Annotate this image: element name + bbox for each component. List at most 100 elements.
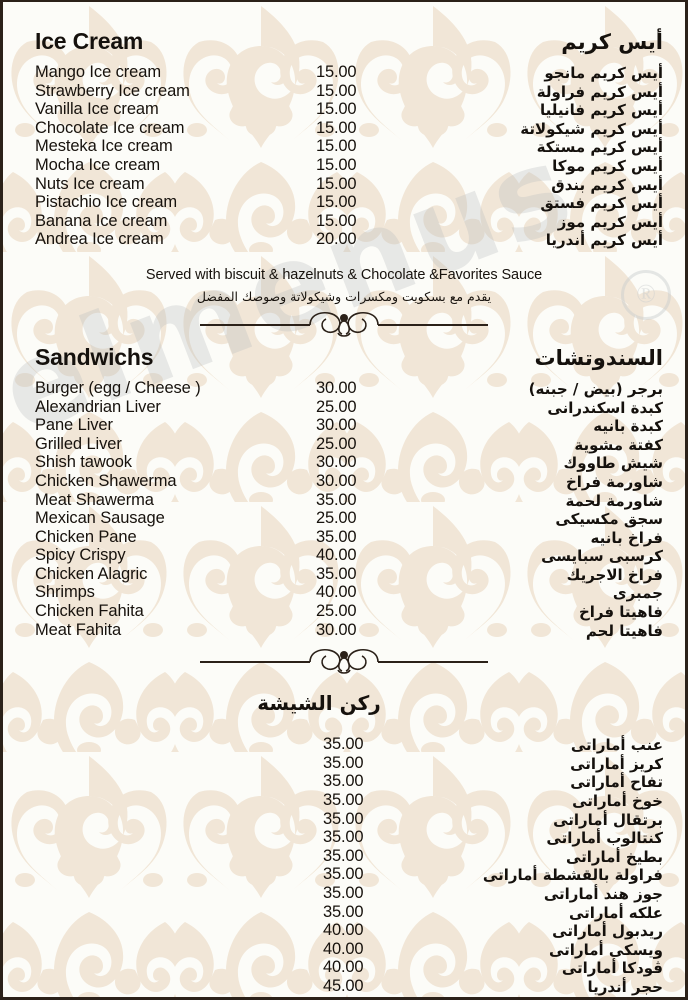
menu-item-row[interactable]: Chocolate Ice cream 15.00 أيس كريم شيكول… <box>3 118 685 139</box>
menu-item-row[interactable]: 35.00 كريز أماراتى <box>3 754 685 774</box>
item-list-shisha: 35.00 عنب أماراتى 35.00 كريز أماراتى 35.… <box>3 735 685 998</box>
item-name-en: Vanilla Ice cream <box>35 100 159 119</box>
item-name-en: Burger (egg / Cheese ) <box>35 378 201 397</box>
item-price: 30.00 <box>316 471 357 490</box>
item-name-ar: فاهيتا لحم <box>585 621 663 640</box>
item-name-en: Andrea Ice cream <box>35 230 164 249</box>
section-shisha: ركن الشيشة 35.00 عنب أماراتى 35.00 كريز … <box>3 675 685 998</box>
section-title-shisha-ar: ركن الشيشة <box>257 691 381 716</box>
menu-item-row[interactable]: 35.00 برتقال أماراتى <box>3 809 685 830</box>
item-name-ar: جمبرى <box>612 584 663 603</box>
item-price: 15.00 <box>316 211 357 230</box>
section-title-en: Sandwichs <box>35 343 154 370</box>
item-price: 15.00 <box>316 81 357 100</box>
menu-item-row[interactable]: Shrimps 40.00 جمبرى <box>3 583 685 603</box>
item-name-en: Nuts Ice cream <box>35 174 145 193</box>
menu-item-row[interactable]: Chicken Shawerma 30.00 شاورمة فراخ <box>3 471 685 492</box>
item-name-en: Chicken Pane <box>35 527 137 546</box>
menu-item-row[interactable]: Banana Ice cream 15.00 أيس كريم موز <box>3 211 685 232</box>
item-price: 20.00 <box>316 230 357 249</box>
item-price: 15.00 <box>316 118 357 137</box>
section-title-ar: السندوتشات <box>534 345 663 370</box>
menu-item-row[interactable]: 35.00 فراولة بالقشطة أماراتى <box>3 865 685 885</box>
item-price: 30.00 <box>316 378 357 397</box>
menu-item-row[interactable]: 40.00 ڤودكا أماراتى <box>3 958 685 978</box>
item-name-ar: كريز أماراتى <box>570 754 663 773</box>
item-price: 35.00 <box>323 828 364 847</box>
item-name-en: Strawberry Ice cream <box>35 81 190 100</box>
menu-item-row[interactable]: 35.00 كنتالوب أماراتى <box>3 828 685 848</box>
menu-item-row[interactable]: Meat Fahita 30.00 فاهيتا لحم <box>3 620 685 641</box>
menu-item-row[interactable]: 15.00 معسل قص (حجرين) <box>3 996 685 998</box>
item-name-ar: برتقال أماراتى <box>553 810 663 829</box>
menu-item-row[interactable]: 35.00 علكه أماراتى <box>3 903 685 923</box>
menu-item-row[interactable]: Strawberry Ice cream 15.00 أيس كريم فراو… <box>3 81 685 102</box>
menu-item-row[interactable]: Shish tawook 30.00 شيش طاووك <box>3 453 685 473</box>
menu-item-row[interactable]: Burger (egg / Cheese ) 30.00 برجر (بيض /… <box>3 378 685 399</box>
menu-item-row[interactable]: Mexican Sausage 25.00 سجق مكسيكى <box>3 509 685 529</box>
item-name-ar: عنب أماراتى <box>570 736 663 755</box>
item-price: 35.00 <box>323 846 364 865</box>
item-name-ar: كبدة اسكندرانى <box>547 398 663 417</box>
item-name-en: Shrimps <box>35 583 95 602</box>
item-name-ar: ريدبول أماراتى <box>552 922 663 941</box>
item-price: 40.00 <box>316 546 357 565</box>
item-name-ar: كنتالوب أماراتى <box>546 829 663 848</box>
menu-item-row[interactable]: 35.00 تفاح أماراتى <box>3 772 685 792</box>
section-header-ice-cream: Ice Cream أيس كريم <box>3 28 685 62</box>
item-name-en: Pistachio Ice cream <box>35 193 178 212</box>
item-name-en: Mocha Ice cream <box>35 155 161 174</box>
menu-item-row[interactable]: Mango Ice cream 15.00 أيس كريم مانجو <box>3 63 685 83</box>
menu-item-row[interactable]: Grilled Liver 25.00 كفتة مشوية <box>3 434 685 455</box>
ornament-divider <box>3 645 685 675</box>
menu-content: Ice Cream أيس كريم Mango Ice cream 15.00… <box>3 2 685 998</box>
menu-item-row[interactable]: Alexandrian Liver 25.00 كبدة اسكندرانى <box>3 397 685 418</box>
section-sandwichs: Sandwichs السندوتشات Burger (egg / Chees… <box>3 338 685 640</box>
item-price: 25.00 <box>316 434 357 453</box>
menu-item-row[interactable]: Pistachio Ice cream 15.00 أيس كريم فستق <box>3 193 685 213</box>
menu-item-row[interactable]: Nuts Ice cream 15.00 أيس كريم بندق <box>3 174 685 195</box>
menu-item-row[interactable]: 40.00 ريدبول أماراتى <box>3 921 685 941</box>
item-price: 35.00 <box>323 865 364 884</box>
section-title-ar: أيس كريم <box>561 30 663 54</box>
item-name-ar: ڤودكا أماراتى <box>561 959 663 978</box>
item-price: 35.00 <box>323 735 364 754</box>
item-price: 35.00 <box>323 809 364 828</box>
item-name-en: Grilled Liver <box>35 434 122 453</box>
item-price: 35.00 <box>323 772 364 791</box>
item-name-ar: فراولة بالقشطة أماراتى <box>482 866 663 885</box>
item-price: 35.00 <box>323 791 364 810</box>
menu-item-row[interactable]: 35.00 عنب أماراتى <box>3 735 685 755</box>
item-price: 15.00 <box>323 996 363 997</box>
menu-item-row[interactable]: Vanilla Ice cream 15.00 أيس كريم فانيليا <box>3 100 685 120</box>
menu-item-row[interactable]: Mocha Ice cream 15.00 أيس كريم موكا <box>3 155 685 176</box>
item-price: 30.00 <box>316 453 357 472</box>
item-name-en: Banana Ice cream <box>35 211 168 230</box>
item-price: 25.00 <box>316 397 357 416</box>
menu-item-row[interactable]: Pane Liver 30.00 كبدة بانيه <box>3 416 685 436</box>
item-price: 40.00 <box>323 939 364 958</box>
menu-item-row[interactable]: 35.00 بطيخ أماراتى <box>3 846 685 867</box>
menu-item-row[interactable]: Andrea Ice cream 20.00 أيس كريم أندريا <box>3 230 685 250</box>
menu-item-row[interactable]: 35.00 جوز هند أماراتى <box>3 884 685 904</box>
item-name-ar: فراخ الاجريك <box>566 565 663 584</box>
item-name-ar: فاهيتا فراخ <box>578 603 663 622</box>
menu-item-row[interactable]: Chicken Pane 35.00 فراخ بانيه <box>3 527 685 548</box>
menu-item-row[interactable]: 40.00 ويسكى أماراتى <box>3 939 685 960</box>
item-name-en: Chicken Alagric <box>35 564 148 583</box>
item-name-ar: معسل قص (حجرين) <box>512 997 663 998</box>
menu-item-row[interactable]: Chicken Alagric 35.00 فراخ الاجريك <box>3 564 685 585</box>
menu-item-row[interactable]: Mesteka Ice cream 15.00 أيس كريم مستكة <box>3 137 685 157</box>
item-name-en: Meat Fahita <box>35 620 122 639</box>
ornament-divider <box>3 308 685 338</box>
item-name-ar: شاورمة لحمة <box>565 491 663 510</box>
item-name-ar: كرسبى سبايسى <box>541 547 663 566</box>
menu-item-row[interactable]: Chicken Fahita 25.00 فاهيتا فراخ <box>3 602 685 622</box>
menu-item-row[interactable]: 45.00 حجر أندريا <box>3 977 685 997</box>
item-name-ar: ويسكى أماراتى <box>549 940 663 959</box>
menu-item-row[interactable]: Meat Shawerma 35.00 شاورمة لحمة <box>3 491 685 511</box>
section-title-en: Ice Cream <box>35 28 144 54</box>
menu-item-row[interactable]: 35.00 خوخ أماراتى <box>3 791 685 811</box>
menu-item-row[interactable]: Spicy Crispy 40.00 كرسبى سبايسى <box>3 546 685 566</box>
item-name-ar: سجق مكسيكى <box>555 510 663 529</box>
